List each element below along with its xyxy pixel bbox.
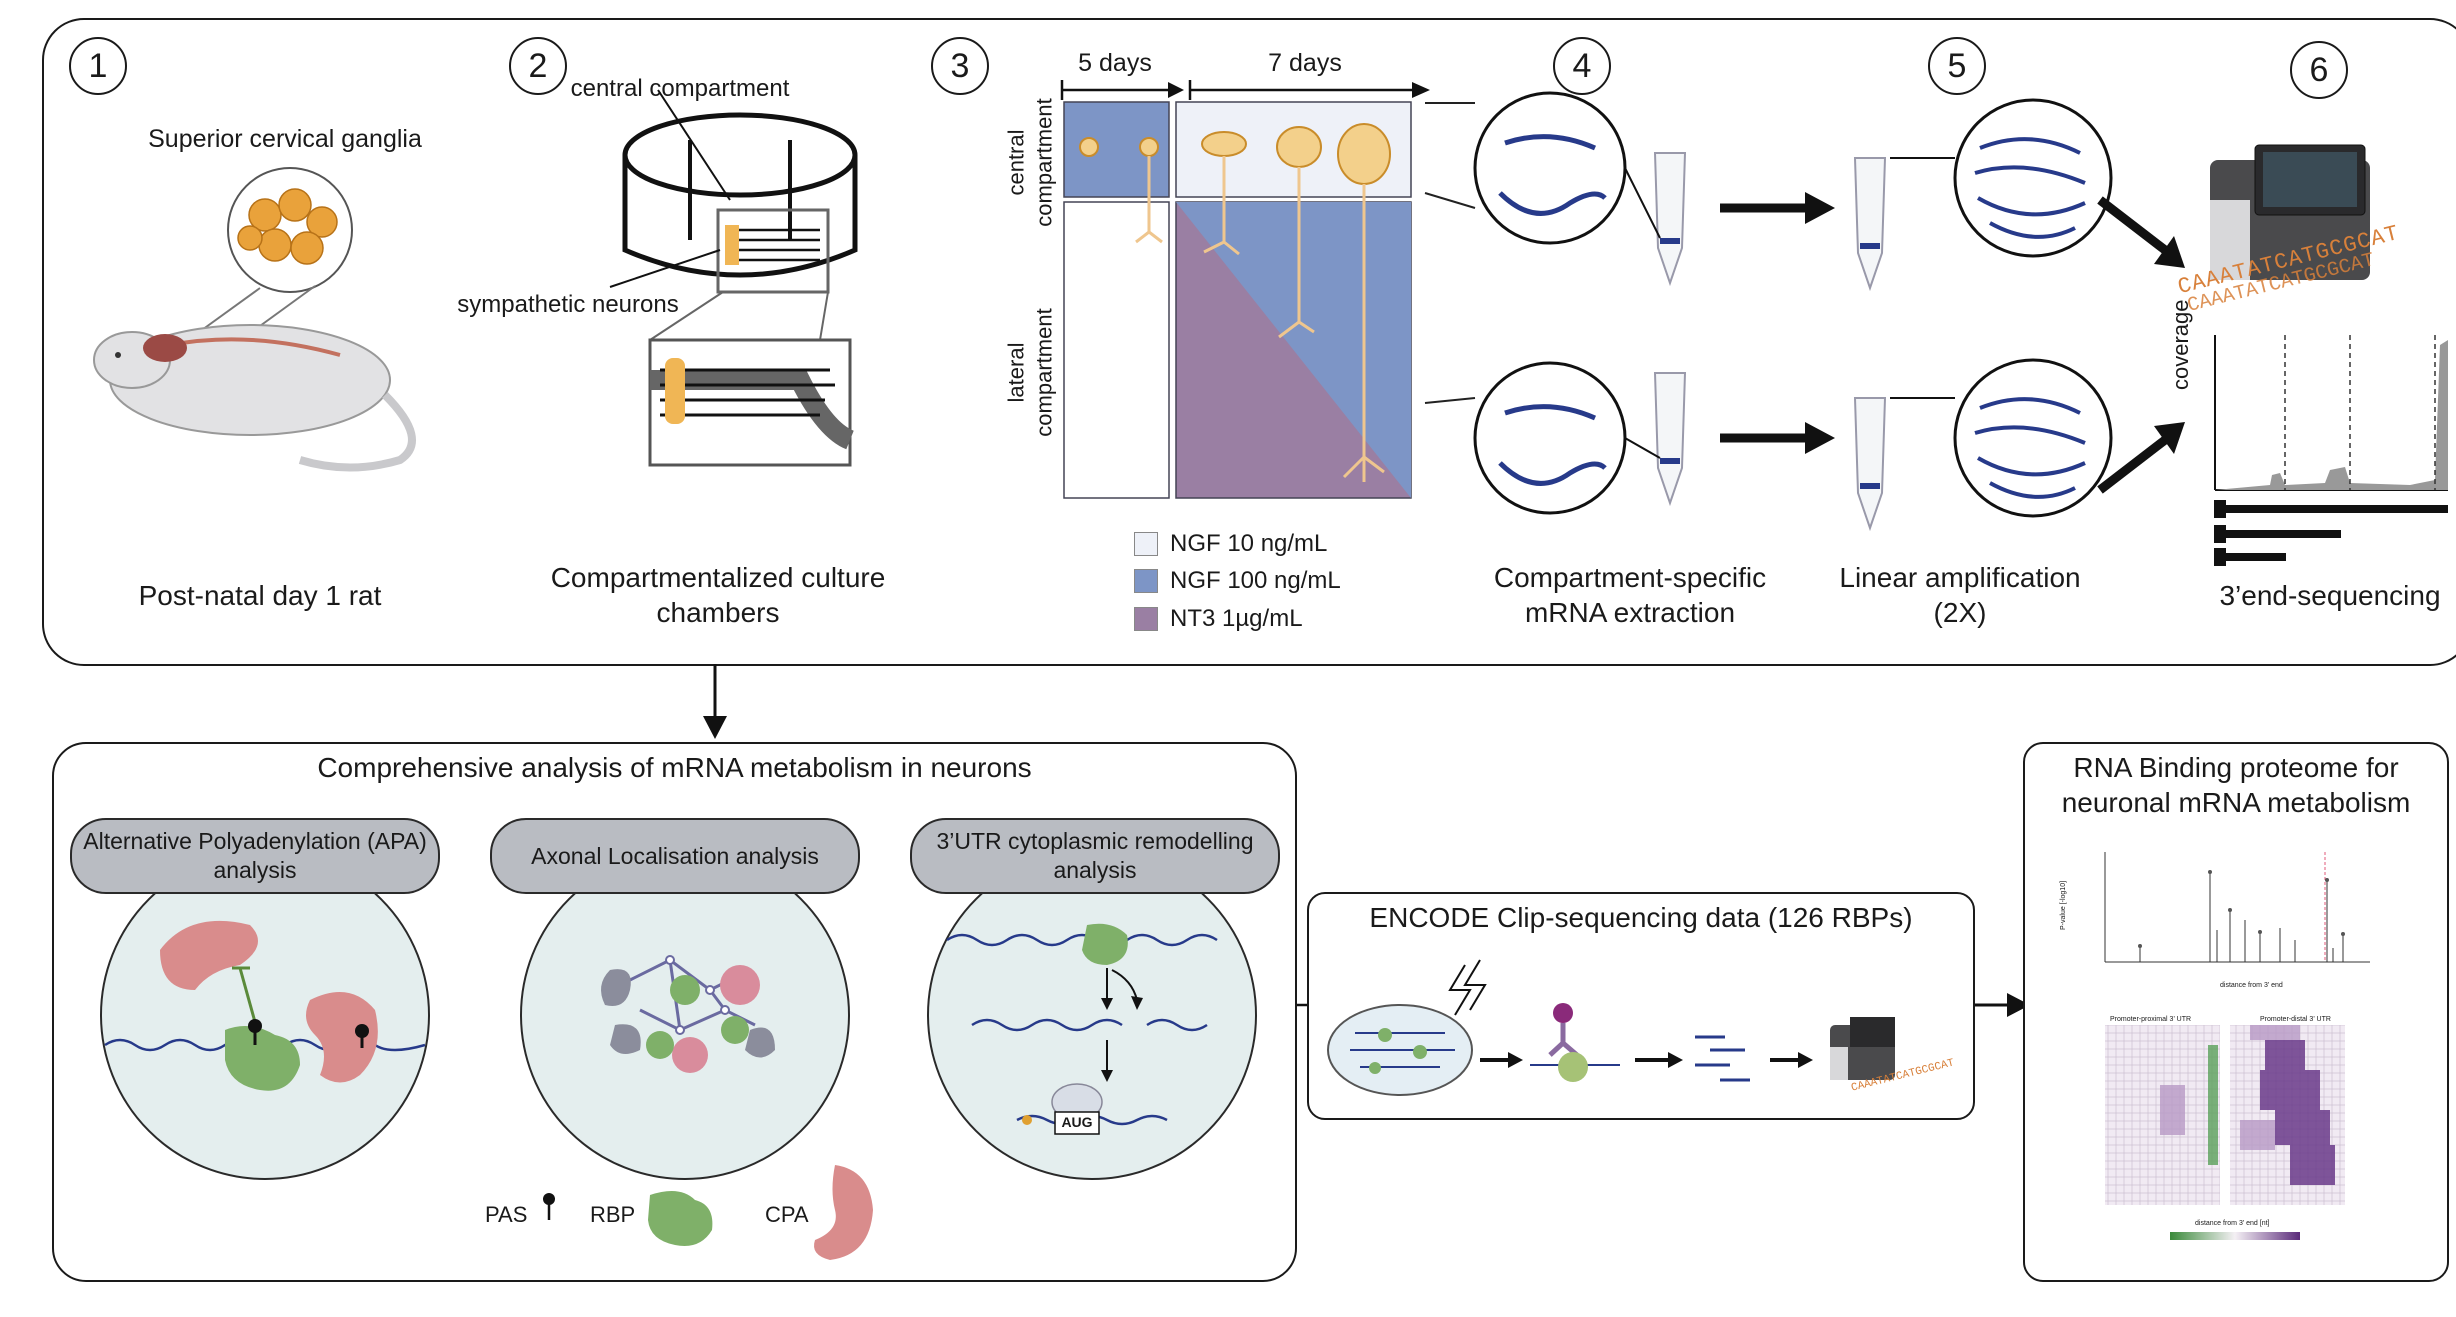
step-3-badge: 3 <box>931 37 989 95</box>
legend-ngf10: NGF 10 ng/mL <box>1134 530 1327 558</box>
step-2-badge: 2 <box>509 37 567 95</box>
key-cpa-label: CPA <box>765 1202 809 1227</box>
analysis-title: Comprehensive analysis of mRNA metabolis… <box>317 752 1032 783</box>
proteome-title: RNA Binding proteome for neuronal mRNA m… <box>2061 752 2411 818</box>
amplification-illustration <box>1853 98 2113 532</box>
coverage-axis-label: coverage <box>2168 299 2193 390</box>
days-5-label: 5 days <box>1078 49 1152 77</box>
axis-central-compartment: central compartment <box>1003 98 1057 227</box>
step-2-callout-neurons: sympathetic neurons <box>457 291 679 318</box>
legend-swatch-ngf100 <box>1134 569 1158 593</box>
key-pas-label: PAS <box>485 1202 528 1227</box>
mrna-extraction-illustration <box>1424 91 1835 515</box>
clip-heatmap <box>2105 1025 2345 1205</box>
scatter-ylabel: P-value [-log10] <box>2060 880 2067 930</box>
step-6-badge: 6 <box>2290 41 2348 99</box>
aug-codon-label: AUG <box>1061 1114 1093 1130</box>
pill-apa: Alternative Polyadenylation (APA) analys… <box>70 818 440 894</box>
step-4-label: Compartment-specific mRNA extraction <box>1493 562 1767 628</box>
legend-ngf100: NGF 100 ng/mL <box>1134 567 1341 595</box>
clip-seq-illustration <box>1327 959 1895 1096</box>
compartment-timecourse <box>1063 101 1412 499</box>
step-6-label: 3’end-sequencing <box>2219 580 2441 611</box>
legend-swatch-nt3 <box>1134 607 1158 631</box>
legend-label-ngf100: NGF 100 ng/mL <box>1170 567 1341 594</box>
legend-label-ngf10: NGF 10 ng/mL <box>1170 530 1328 557</box>
connector-arrow-right <box>1975 993 2030 1017</box>
encode-title: ENCODE Clip-sequencing data (126 RBPs) <box>1369 902 1913 933</box>
pill-remodelling: 3’UTR cytoplasmic remodelling analysis <box>910 818 1280 894</box>
scatter-xlabel: distance from 3' end <box>2220 982 2283 989</box>
step-5-label: Linear amplification (2X) <box>1839 562 2081 628</box>
cpa-icon <box>814 1165 873 1260</box>
rbp-icon <box>648 1191 713 1246</box>
days-7-label: 7 days <box>1268 49 1342 77</box>
step-5-badge: 5 <box>1928 37 1986 95</box>
sequencer-illustration <box>2097 144 2370 494</box>
connector-arrow-down <box>703 664 727 739</box>
localisation-illustration <box>601 955 775 1073</box>
legend-swatch-ngf10 <box>1134 532 1158 556</box>
heatmap-xlabel: distance from 3' end [nt] <box>2195 1220 2270 1227</box>
coverage-plot <box>2214 335 2448 566</box>
legend-label-nt3: NT3 1µg/mL <box>1170 605 1303 632</box>
pvalue-scatter-plot <box>2104 852 2370 963</box>
axis-lateral-compartment: lateral compartment <box>1003 308 1057 437</box>
step-2-callout-central: central compartment <box>570 75 790 102</box>
localisation-circle <box>520 850 850 1180</box>
legend-nt3: NT3 1µg/mL <box>1134 605 1303 633</box>
key-rbp-label: RBP <box>590 1202 636 1227</box>
step-2-label: Compartmentalized culture chambers <box>550 562 886 628</box>
apa-illustration <box>104 920 426 1091</box>
time-arrows <box>1060 80 1430 100</box>
heatmap-colorbar <box>2170 1232 2300 1240</box>
heatmap-left-title: Promoter-proximal 3’ UTR <box>2110 1016 2192 1023</box>
pill-localisation: Axonal Localisation analysis <box>490 818 860 894</box>
culture-chamber-illustration <box>609 89 858 467</box>
pas-icon <box>543 1193 555 1220</box>
remodelling-illustration <box>946 923 1218 1135</box>
step-4-badge: 4 <box>1553 37 1611 95</box>
step-1-label: Post-natal day 1 rat <box>138 580 382 611</box>
heatmap-right-title: Promoter-distal 3’ UTR <box>2260 1016 2331 1023</box>
step-1-callout: Superior cervical ganglia <box>148 125 422 153</box>
step-1-badge: 1 <box>69 37 127 95</box>
rat-illustration <box>93 167 416 472</box>
